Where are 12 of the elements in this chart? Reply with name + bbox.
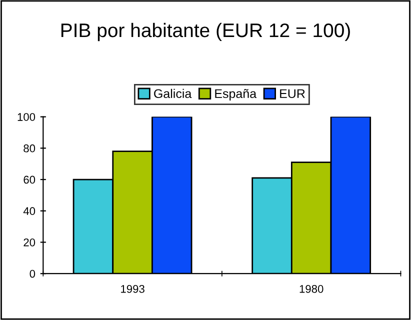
y-tick-label: 0 [30, 270, 36, 278]
x-tick-label: 1980 [300, 285, 324, 293]
x-tick-label: 1993 [121, 285, 144, 293]
y-tick-label: 80 [24, 144, 36, 152]
y-tick-label: 100 [18, 113, 36, 121]
legend-label: EUR [280, 89, 305, 98]
legend-label: Galicia [154, 88, 192, 98]
chart-title: PIB por habitante (EUR 12 = 100) [61, 22, 350, 42]
y-tick-label: 60 [24, 176, 36, 184]
y-tick-label: 40 [23, 207, 36, 216]
legend-label: España [215, 88, 257, 101]
y-tick-label: 20 [24, 238, 36, 246]
